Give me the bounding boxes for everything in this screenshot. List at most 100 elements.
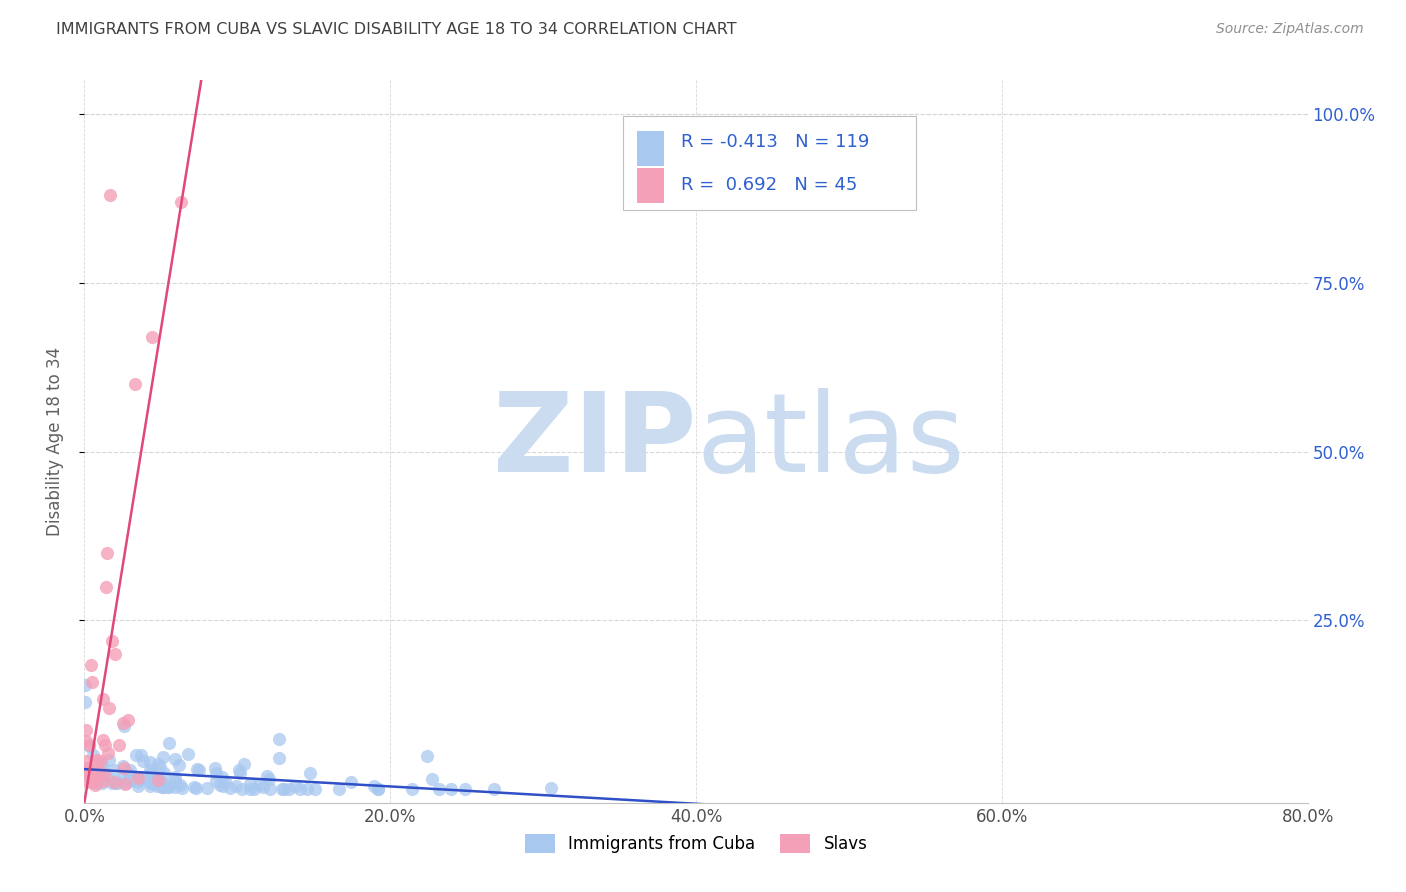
Point [163,780,186,795]
Point [278,782,301,797]
Point [93,773,115,788]
Point [157,736,180,750]
Point [138,756,160,770]
Point [298,766,321,780]
Point [90,757,112,772]
Point [142,769,165,783]
Point [79,766,101,780]
Point [340,774,363,789]
Point [183,780,205,794]
Point [177,747,200,762]
Point [118,773,141,788]
Point [146,773,169,788]
Point [75,734,97,748]
Point [228,764,250,778]
Point [149,759,172,773]
Point [132,754,155,768]
Y-axis label: Disability Age 18 to 34: Disability Age 18 to 34 [45,347,63,536]
Point [139,765,162,780]
Point [94,580,117,594]
Point [104,647,127,661]
Point [97,747,120,761]
Point [163,751,186,765]
Point [165,774,187,789]
Point [127,779,149,793]
Point [112,719,135,733]
Point [146,757,169,772]
Point [105,776,128,790]
Point [484,782,506,797]
Point [96,546,118,560]
Point [84,776,107,790]
Point [124,377,146,392]
Point [170,780,193,795]
Legend: Immigrants from Cuba, Slavs: Immigrants from Cuba, Slavs [517,827,875,860]
Point [454,782,477,797]
Point [118,763,141,777]
Point [129,747,152,762]
Point [149,777,172,791]
Point [269,731,291,746]
Point [155,776,177,790]
Point [186,762,208,776]
Point [204,761,226,775]
Point [143,770,166,784]
Point [75,723,97,737]
Point [80,764,103,779]
Point [90,767,112,781]
Text: R = -0.413   N = 119: R = -0.413 N = 119 [682,133,870,151]
Point [146,780,169,794]
Point [401,782,423,797]
Point [186,780,208,795]
Point [214,774,236,789]
Point [103,775,125,789]
Text: ZIP: ZIP [492,388,696,495]
Point [239,777,262,791]
Point [79,739,101,753]
Point [105,775,128,789]
Point [83,771,105,785]
Point [89,755,111,769]
Point [152,750,174,764]
Point [80,675,103,690]
Point [163,770,186,784]
Point [267,750,290,764]
Point [103,763,125,777]
Point [256,769,278,783]
Point [427,782,450,797]
Point [91,691,114,706]
Point [440,782,463,797]
Point [75,694,97,708]
Point [187,764,209,778]
Point [231,782,253,797]
Point [150,780,173,794]
Point [197,780,219,795]
Point [127,771,149,785]
Point [76,764,98,779]
FancyBboxPatch shape [637,169,664,203]
Point [415,749,437,764]
Point [157,780,180,795]
Point [146,777,169,791]
Point [114,777,136,791]
Point [212,780,235,794]
Point [420,772,443,787]
Point [148,772,170,787]
Point [79,765,101,780]
Point [76,764,98,778]
Point [105,774,128,789]
Point [77,766,100,780]
Point [80,759,103,773]
Point [205,765,228,780]
Point [93,765,115,780]
Point [83,775,105,789]
Point [141,776,163,790]
Point [82,774,104,789]
Point [83,778,105,792]
Point [129,772,152,787]
Point [257,772,280,786]
Point [121,772,143,787]
Point [152,766,174,780]
Point [367,782,389,797]
FancyBboxPatch shape [637,131,664,166]
